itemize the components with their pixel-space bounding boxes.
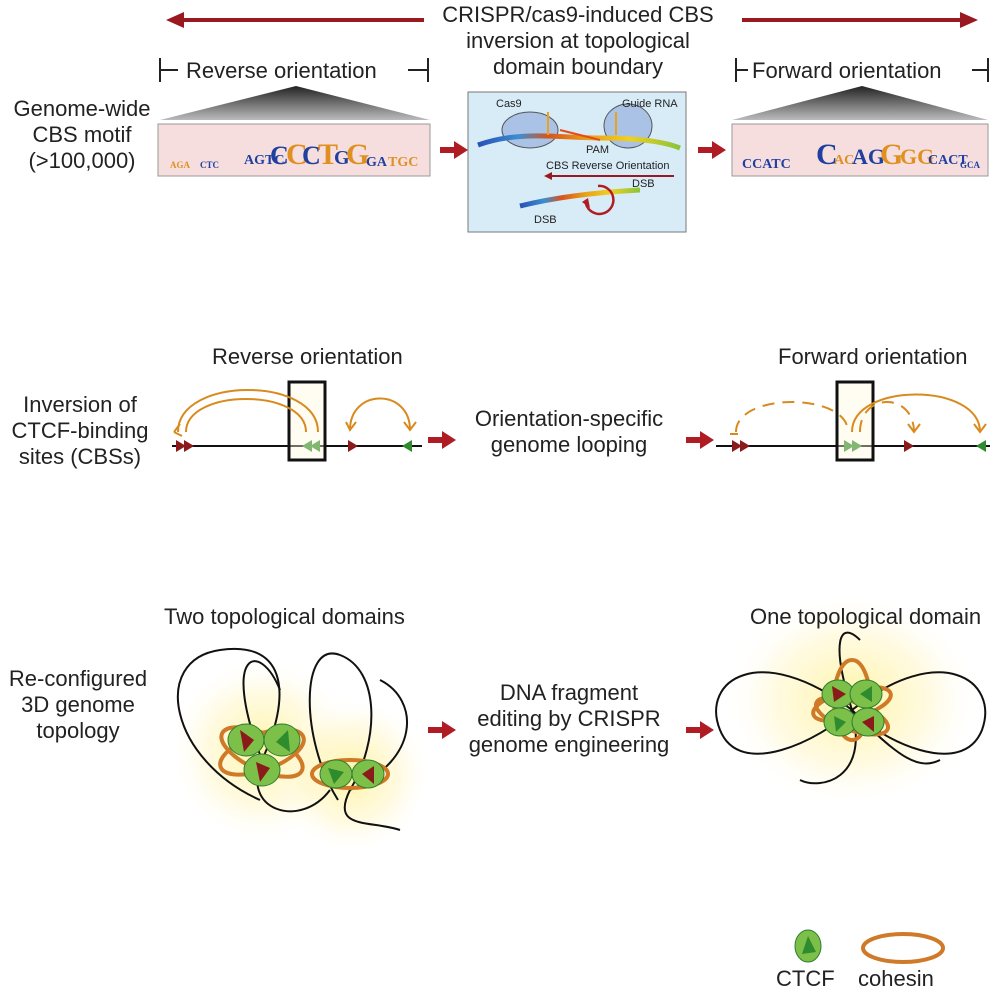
inset-guide-rna-label: Guide RNA <box>622 98 678 110</box>
svg-text:AG: AG <box>852 144 885 169</box>
top-arrow-right <box>698 141 726 159</box>
svg-text:CCATC: CCATC <box>742 157 791 172</box>
reverse-direction-arrow <box>166 12 424 28</box>
svg-text:CTC: CTC <box>200 160 219 170</box>
svg-text:GA: GA <box>366 155 388 170</box>
forward-direction-arrow <box>742 12 978 28</box>
middle-left-heading: Reverse orientation <box>212 344 403 369</box>
svg-text:GG: GG <box>900 144 934 169</box>
reverse-orientation-label: Reverse orientation <box>186 58 377 83</box>
middle-left-label-line-1: Inversion of <box>23 392 137 417</box>
legend-cohesin-label: cohesin <box>858 966 934 991</box>
top-title-line-3: domain boundary <box>492 54 663 79</box>
middle-arrow-left <box>428 431 456 449</box>
forward-loops <box>730 393 987 435</box>
top-arrow-left <box>440 141 468 159</box>
svg-text:AGA: AGA <box>170 160 191 170</box>
svg-text:AC: AC <box>834 153 854 168</box>
bottom-left-label-line-2: 3D genome <box>21 692 135 717</box>
ctcf-cluster-right <box>821 679 885 737</box>
forward-bracket <box>735 58 989 82</box>
middle-center-label: Orientation-specific genome looping <box>456 406 682 458</box>
bottom-left-label: Re-configured 3D genome topology <box>0 666 156 744</box>
reverse-genome-track <box>172 440 422 452</box>
bottom-left-label-line-3: topology <box>36 718 120 743</box>
motif-label-line-1: Genome-wide <box>13 96 151 121</box>
svg-text:CACT: CACT <box>928 153 968 168</box>
reverse-loops <box>173 389 417 437</box>
svg-text:TGC: TGC <box>388 155 418 170</box>
crispr-inset-drawing <box>477 103 681 216</box>
svg-text:AGTC: AGTC <box>244 153 284 168</box>
svg-text:C: C <box>302 141 321 170</box>
inset-dsb-top-label: DSB <box>632 178 655 190</box>
reverse-motif-logo-box <box>157 123 431 177</box>
top-title: CRISPR/cas9-induced CBS inversion at top… <box>418 2 738 80</box>
reverse-boundary-box <box>287 380 327 462</box>
forward-zoom-fan <box>732 86 988 120</box>
reverse-zoom-fan <box>160 86 430 120</box>
bottom-center-label-line-2: editing by CRISPR <box>477 706 661 731</box>
inset-cbs-reverse-label: CBS Reverse Orientation <box>546 160 670 172</box>
middle-left-label-line-3: sites (CBSs) <box>18 444 142 469</box>
middle-left-label: Inversion of CTCF-binding sites (CBSs) <box>0 392 160 470</box>
bottom-left-heading: Two topological domains <box>164 604 405 629</box>
top-title-line-1: CRISPR/cas9-induced CBS <box>442 2 714 27</box>
middle-center-label-line-1: Orientation-specific <box>474 406 664 431</box>
bottom-arrow-left <box>428 721 456 739</box>
top-title-line-2: inversion at topological <box>466 28 690 53</box>
svg-text:GCA: GCA <box>960 160 981 170</box>
svg-text:G: G <box>334 147 350 169</box>
motif-label: Genome-wide CBS motif (>100,000) <box>2 96 162 174</box>
forward-orientation-label: Forward orientation <box>752 58 942 83</box>
middle-center-label-line-2: genome looping <box>490 432 648 457</box>
legend-ctcf-label: CTCF <box>776 966 835 991</box>
forward-sequence-logo: CCATC C AC AG G GG CACT GCA <box>742 138 981 172</box>
crispr-inset-box <box>467 91 687 233</box>
inset-dsb-bottom-label: DSB <box>534 214 557 226</box>
forward-motif-logo-box <box>731 123 989 177</box>
bottom-arrow-right <box>686 721 714 739</box>
legend-ctcf-icon <box>794 929 822 963</box>
middle-right-heading: Forward orientation <box>778 344 968 369</box>
forward-genome-track <box>716 440 990 452</box>
motif-label-line-3: (>100,000) <box>28 148 136 173</box>
reverse-bracket <box>159 58 429 82</box>
bottom-center-label-line-3: genome engineering <box>468 732 670 757</box>
ctcf-cluster-left <box>227 723 385 789</box>
motif-label-line-2: CBS motif <box>32 122 132 147</box>
svg-text:G: G <box>346 138 369 171</box>
svg-text:C: C <box>286 138 308 171</box>
middle-left-label-line-2: CTCF-binding <box>11 418 149 443</box>
middle-arrow-right <box>686 431 714 449</box>
bottom-center-label: DNA fragment editing by CRISPR genome en… <box>456 680 682 758</box>
bottom-center-label-line-1: DNA fragment <box>499 680 639 705</box>
svg-text:C: C <box>270 141 289 170</box>
svg-text:G: G <box>880 138 903 171</box>
inset-pam-label: PAM <box>586 144 610 156</box>
reverse-sequence-logo: AGA CTC AGTC C C C T G G GA TGC <box>170 138 418 171</box>
inset-cas9-label: Cas9 <box>496 98 522 110</box>
bottom-right-heading: One topological domain <box>750 604 982 629</box>
dna-ladder-forward <box>752 35 966 51</box>
svg-text:T: T <box>318 138 338 171</box>
bottom-left-label-line-1: Re-configured <box>8 666 148 691</box>
svg-text:C: C <box>816 138 838 171</box>
legend-cohesin-icon <box>861 932 945 964</box>
dna-ladder-reverse <box>188 35 408 51</box>
